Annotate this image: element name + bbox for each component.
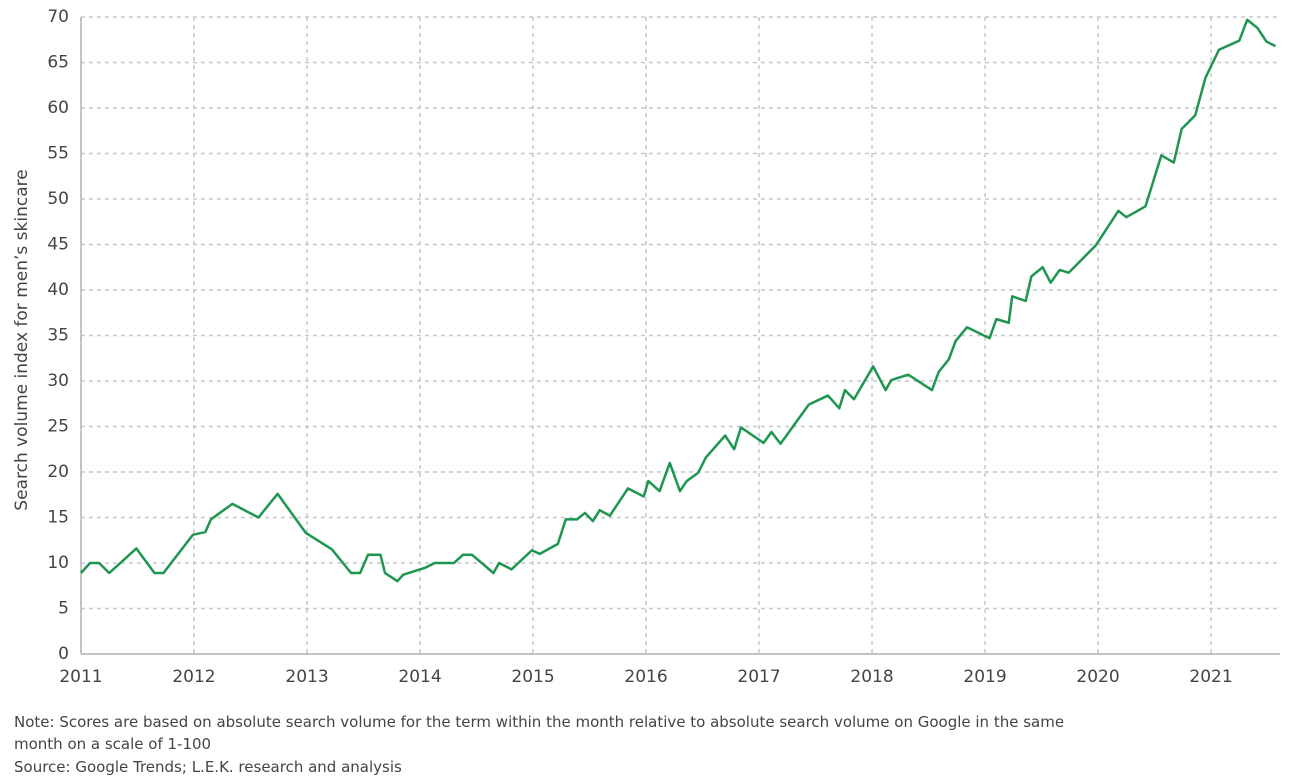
- y-tick-label: 60: [47, 98, 69, 118]
- x-tick-label: 2020: [1076, 667, 1119, 687]
- x-tick-label: 2012: [172, 667, 215, 687]
- y-tick-label: 0: [58, 644, 69, 664]
- y-tick-label: 5: [58, 599, 69, 619]
- y-tick-label: 65: [47, 53, 69, 73]
- x-tick-label: 2017: [737, 667, 780, 687]
- y-tick-label: 40: [47, 280, 69, 300]
- data-line: [80, 18, 1277, 583]
- y-tick-label: 30: [47, 371, 69, 391]
- y-axis-title: Search volume index for men’s skincare: [12, 169, 32, 510]
- y-tick-label: 25: [47, 417, 69, 437]
- y-tick-label: 35: [47, 326, 69, 346]
- note-line: month on a scale of 1-100: [14, 735, 211, 753]
- y-tick-label: 55: [47, 144, 69, 164]
- source: Source: Google Trends; L.E.K. research a…: [14, 758, 402, 776]
- x-tick-label: 2019: [963, 667, 1006, 687]
- note-line: Note: Scores are based on absolute searc…: [14, 713, 1064, 731]
- x-tick-label: 2014: [398, 667, 441, 687]
- y-tick-label: 10: [47, 553, 69, 573]
- y-tick-label: 70: [47, 7, 69, 27]
- x-tick-label: 2015: [511, 667, 554, 687]
- y-tick-label: 45: [47, 235, 69, 255]
- x-tick-label: 2021: [1189, 667, 1232, 687]
- y-tick-label: 50: [47, 189, 69, 209]
- x-tick-label: 2016: [624, 667, 667, 687]
- y-tick-label: 15: [47, 508, 69, 528]
- y-tick-label: 20: [47, 462, 69, 482]
- x-tick-label: 2018: [850, 667, 893, 687]
- x-tick-label: 2011: [59, 667, 102, 687]
- x-tick-label: 2013: [285, 667, 328, 687]
